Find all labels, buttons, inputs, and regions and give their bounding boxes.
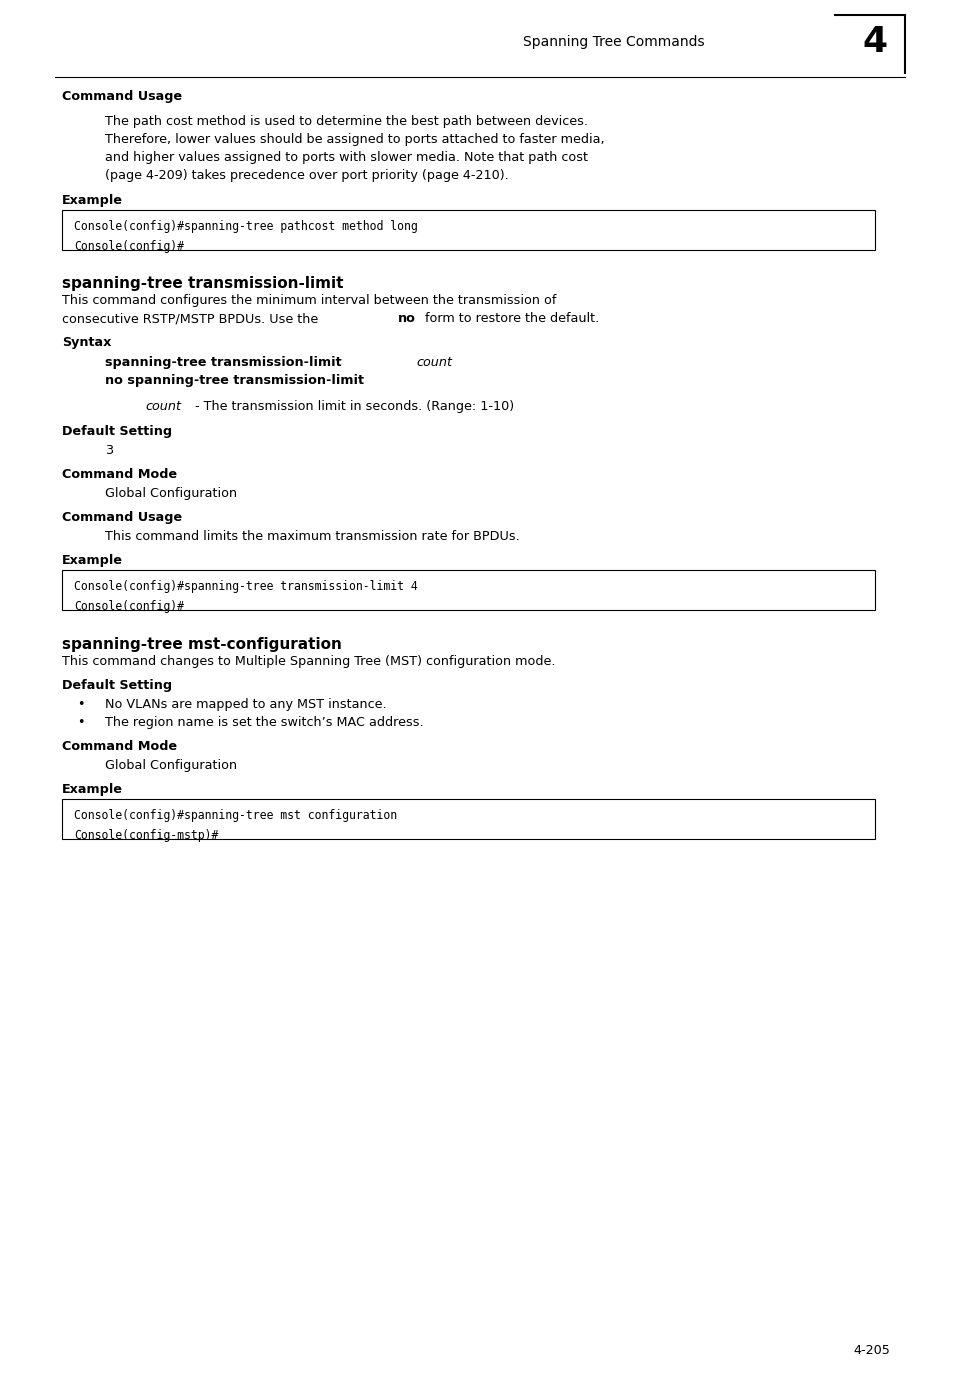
Text: Command Usage: Command Usage [62, 511, 182, 525]
Text: This command changes to Multiple Spanning Tree (MST) configuration mode.: This command changes to Multiple Spannin… [62, 655, 555, 668]
Text: Console(config)#spanning-tree mst configuration: Console(config)#spanning-tree mst config… [74, 809, 396, 822]
Text: - The transmission limit in seconds. (Range: 1-10): - The transmission limit in seconds. (Ra… [192, 400, 514, 414]
Text: Command Mode: Command Mode [62, 740, 177, 754]
Text: Default Setting: Default Setting [62, 425, 172, 439]
Text: no: no [397, 312, 416, 325]
Text: Console(config)#: Console(config)# [74, 600, 184, 613]
Text: consecutive RSTP/MSTP BPDUs. Use the: consecutive RSTP/MSTP BPDUs. Use the [62, 312, 322, 325]
Text: No VLANs are mapped to any MST instance.: No VLANs are mapped to any MST instance. [105, 698, 386, 711]
Text: Console(config)#: Console(config)# [74, 240, 184, 253]
Text: •: • [77, 716, 85, 729]
Text: Global Configuration: Global Configuration [105, 487, 237, 500]
Text: Therefore, lower values should be assigned to ports attached to faster media,: Therefore, lower values should be assign… [105, 133, 604, 146]
Text: Spanning Tree Commands: Spanning Tree Commands [523, 35, 704, 49]
Text: and higher values assigned to ports with slower media. Note that path cost: and higher values assigned to ports with… [105, 151, 587, 164]
Text: spanning-tree mst-configuration: spanning-tree mst-configuration [62, 637, 341, 652]
Text: Example: Example [62, 783, 123, 795]
Text: Command Usage: Command Usage [62, 90, 182, 103]
Text: Console(config)#spanning-tree transmission-limit 4: Console(config)#spanning-tree transmissi… [74, 580, 417, 593]
Text: no spanning-tree transmission-limit: no spanning-tree transmission-limit [105, 373, 364, 387]
Text: spanning-tree transmission-limit: spanning-tree transmission-limit [105, 355, 346, 369]
Bar [62, 799, 874, 838]
Text: 4: 4 [862, 25, 886, 60]
Text: 3: 3 [105, 444, 113, 457]
Text: Console(config)#spanning-tree pathcost method long: Console(config)#spanning-tree pathcost m… [74, 221, 417, 233]
Text: (page 4-209) takes precedence over port priority (page 4-210).: (page 4-209) takes precedence over port … [105, 169, 508, 182]
Text: The path cost method is used to determine the best path between devices.: The path cost method is used to determin… [105, 115, 587, 128]
Text: Console(config-mstp)#: Console(config-mstp)# [74, 829, 218, 843]
Text: The region name is set the switch’s MAC address.: The region name is set the switch’s MAC … [105, 716, 423, 729]
Text: count: count [145, 400, 181, 414]
Bar [62, 570, 874, 609]
Text: count: count [416, 355, 452, 369]
Text: spanning-tree transmission-limit: spanning-tree transmission-limit [62, 276, 343, 291]
Text: Syntax: Syntax [62, 336, 112, 348]
Text: 4-205: 4-205 [852, 1344, 889, 1356]
Text: •: • [77, 698, 85, 711]
Text: form to restore the default.: form to restore the default. [420, 312, 598, 325]
Bar [62, 210, 874, 250]
Text: Example: Example [62, 194, 123, 207]
Text: Global Configuration: Global Configuration [105, 759, 237, 772]
Text: Default Setting: Default Setting [62, 679, 172, 693]
Text: Example: Example [62, 554, 123, 568]
Text: This command configures the minimum interval between the transmission of: This command configures the minimum inte… [62, 294, 556, 307]
Text: This command limits the maximum transmission rate for BPDUs.: This command limits the maximum transmis… [105, 530, 519, 543]
Text: Command Mode: Command Mode [62, 468, 177, 482]
